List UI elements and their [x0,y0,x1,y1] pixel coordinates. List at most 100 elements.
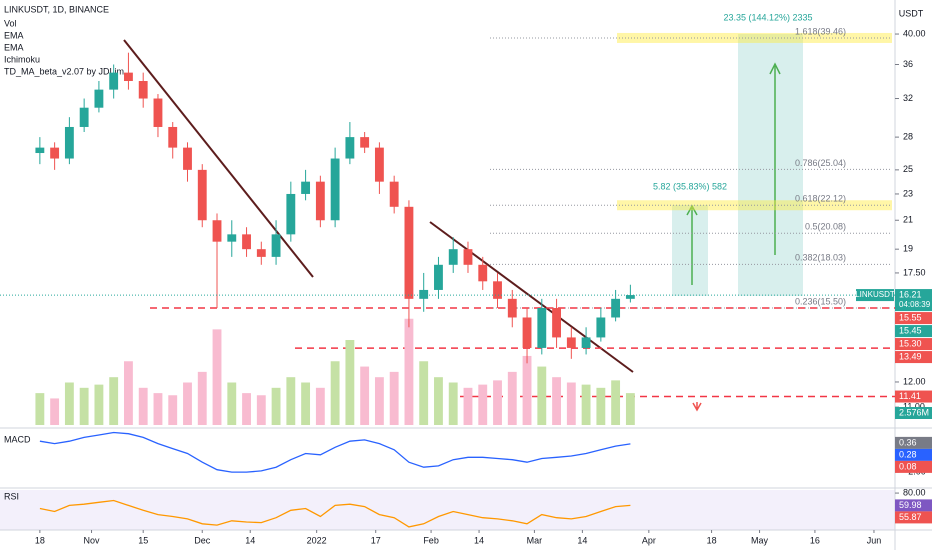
fib-label: 0.382(18.03) [795,253,846,263]
volume-bar [301,382,311,425]
price-tag [895,312,932,325]
candle-body [138,81,148,99]
volume-bar [374,377,384,425]
candle-body [360,137,370,148]
volume-bar [271,387,281,425]
arrow-head [686,204,698,216]
indicator-label: EMA [4,30,24,40]
y-tick-label: 36 [903,59,913,69]
candle-body [124,72,133,82]
candle-body [197,169,207,221]
volume-bar [625,393,635,425]
volume-bar [242,393,251,425]
candle-body [286,193,296,235]
candle-body [109,72,119,90]
y-tick-label: 19 [903,244,913,254]
candle-body [35,147,45,154]
price-tag [895,390,932,403]
projection-box [672,205,708,296]
value-tag [895,436,932,449]
candle-body [242,234,251,250]
trend-line [123,39,314,278]
candle-body [419,289,429,299]
price-tag-label: 15.55 [899,312,922,322]
x-tick-label: Feb [423,535,439,545]
candle-body [168,126,178,148]
candle-body [463,249,473,265]
candle-body [50,147,60,159]
x-tick-label: Dec [194,535,211,545]
fib-label: 0.786(25.04) [795,158,846,168]
indicator-label: Ichimoku [4,54,40,64]
chart-title: LINKUSDT, 1D, BINANCE [4,4,109,14]
volume-bar [404,318,414,425]
volume-bar [330,361,340,425]
volume-bar [124,361,133,425]
x-tick-label: 14 [474,535,484,545]
volume-bar [286,377,296,425]
rsi-band [0,490,895,530]
value-tag [895,448,932,461]
volume-bar [552,377,561,425]
x-tick-label: 15 [138,535,148,545]
volume-bar [94,384,104,425]
fib-label: 0.236(15.50) [795,296,846,306]
volume-bar [493,380,502,425]
volume-bar [522,355,532,425]
down-arrow [692,402,702,412]
volume-bar [212,329,222,425]
candle-body [345,137,355,159]
candle-body [315,181,325,221]
volume-bar [227,382,237,425]
x-tick-label: 17 [371,535,381,545]
x-tick-label: 18 [707,535,717,545]
candle-body [227,234,237,242]
arrow-head [769,62,781,75]
volume-tag [895,407,932,419]
candle-body [330,158,340,221]
candle-body [625,295,635,299]
fib-label: 1.618(39.46) [795,26,846,36]
volume-bar [360,366,370,425]
x-tick-label: Nov [84,535,101,545]
value-tag [895,511,932,524]
volume-bar [448,382,458,425]
indicator-label: EMA [4,42,24,52]
symbol-tag-label: LINKUSDT [855,290,895,299]
y-tick-label: 23 [903,188,913,198]
price-tag-label: 15.45 [899,325,922,335]
fib-label: 0.5(20.08) [805,222,846,232]
volume-bar [138,387,148,425]
y-tick-label: 12.00 [903,376,926,386]
countdown: 04:08:39 [899,300,931,309]
annotation: 5.82 (35.83%) 582 [653,181,727,191]
candle-body [64,126,74,159]
candle-body [507,298,517,318]
y-tick-label: 25 [903,164,913,174]
x-tick-label: 14 [577,535,587,545]
annotation: 23.35 (144.12%) 2335 [723,12,812,22]
value-tag [895,460,932,473]
volume-bar [566,382,576,425]
volume-bar [64,382,74,425]
y-tick-label: 80.00 [903,487,926,497]
candle-body [374,147,384,182]
fib-label: 0.618(22.12) [795,194,846,204]
pane-title: MACD [4,434,31,444]
price-tag-label: 15.30 [899,338,922,348]
symbol-tag [856,289,894,302]
volume-bar [537,366,547,425]
volume-bar [419,361,429,425]
volume-bar [581,384,591,425]
pane-title: RSI [4,491,19,501]
price-tag [895,289,932,312]
candle-body [301,181,311,194]
volume-tag-label: 2.576M [899,407,929,417]
trend-line [429,221,634,373]
candle-body [212,220,222,242]
volume-bar [79,387,89,425]
y-tick-label: 32 [903,93,913,103]
volume-bar [611,380,621,425]
